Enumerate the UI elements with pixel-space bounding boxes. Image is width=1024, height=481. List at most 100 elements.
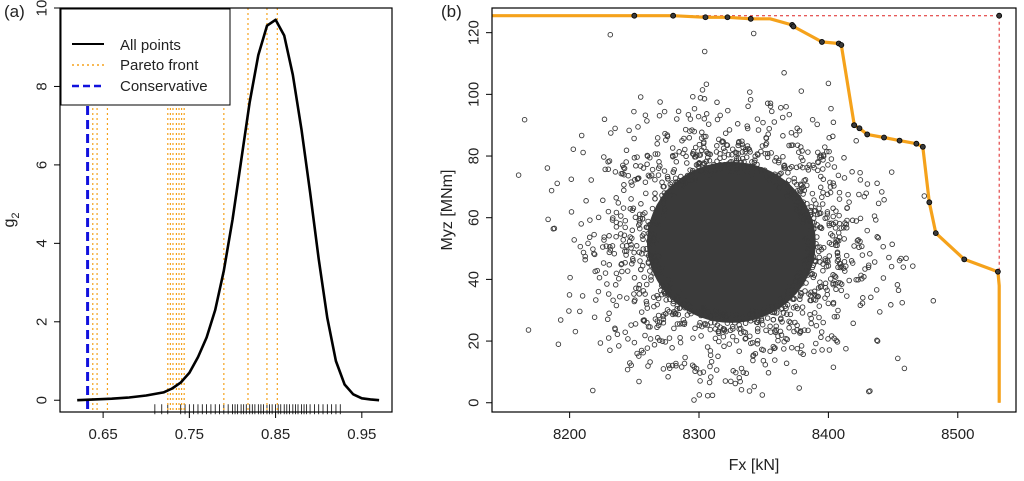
scatter-point <box>628 322 634 328</box>
scatter-point <box>808 204 815 210</box>
scatter-point <box>612 325 618 331</box>
scatter-point <box>586 234 593 241</box>
scatter-point <box>728 378 734 385</box>
scatter-point <box>651 230 658 237</box>
scatter-point <box>896 257 903 264</box>
scatter-point <box>747 96 754 103</box>
scatter-point <box>831 183 837 189</box>
scatter-point <box>705 168 711 175</box>
scatter-point <box>790 296 797 303</box>
scatter-point <box>828 156 835 162</box>
scatter-point <box>702 322 708 328</box>
scatter-point <box>721 154 727 160</box>
scatter-point <box>814 211 821 218</box>
scatter-point <box>832 273 838 279</box>
scatter-point <box>824 211 831 217</box>
scatter-point <box>631 135 637 142</box>
scatter-point <box>781 346 787 352</box>
scatter-point <box>796 149 802 155</box>
scatter-point <box>796 204 803 210</box>
scatter-point <box>808 315 814 322</box>
scatter-point <box>707 151 713 158</box>
scatter-point <box>623 147 630 154</box>
scatter-point <box>811 164 817 171</box>
scatter-point <box>716 330 722 337</box>
scatter-point <box>726 169 733 175</box>
scatter-point <box>627 234 633 240</box>
scatter-point <box>697 378 703 384</box>
scatter-point <box>580 249 587 256</box>
scatter-point <box>865 262 872 268</box>
scatter-point <box>741 159 747 165</box>
scatter-point <box>749 339 756 346</box>
scatter-point <box>813 293 819 299</box>
scatter-point <box>622 217 629 224</box>
pareto-front-line <box>492 14 1001 403</box>
scatter-point <box>747 89 753 95</box>
scatter-point <box>910 263 916 269</box>
scatter-point <box>752 350 759 357</box>
scatter-point <box>801 327 808 333</box>
scatter-point <box>656 319 663 325</box>
pareto-point <box>961 256 968 263</box>
scatter-point <box>644 118 650 124</box>
scatter-point <box>853 276 859 283</box>
scatter-point <box>618 231 624 237</box>
scatter-point <box>613 195 619 201</box>
scatter-point <box>738 330 744 336</box>
scatter-point <box>838 225 844 231</box>
scatter-point <box>844 293 850 299</box>
scatter-point <box>740 314 746 320</box>
scatter-point <box>628 362 634 368</box>
scatter-point <box>629 182 635 188</box>
scatter-point <box>742 320 749 326</box>
scatter-point <box>826 148 832 155</box>
scatter-point <box>689 362 696 368</box>
scatter-point <box>788 196 794 202</box>
scatter-point <box>628 241 634 248</box>
scatter-point <box>790 304 797 311</box>
panel-b-y-tick-label: 40 <box>466 271 483 288</box>
scatter-point <box>631 108 637 115</box>
scatter-point <box>644 152 651 159</box>
scatter-point <box>810 274 817 281</box>
scatter-point <box>849 169 855 175</box>
scatter-point <box>708 374 714 380</box>
scatter-point <box>643 281 650 288</box>
scatter-point <box>630 258 636 264</box>
scatter-point <box>827 276 834 282</box>
scatter-point <box>703 111 710 117</box>
scatter-point <box>602 166 608 173</box>
scatter-point <box>824 215 830 221</box>
scatter-point <box>807 209 814 216</box>
scatter-point <box>645 260 652 266</box>
scatter-point <box>732 380 739 387</box>
scatter-point <box>604 281 610 287</box>
scatter-point <box>793 164 800 171</box>
scatter-point <box>797 296 803 303</box>
scatter-point <box>742 336 748 342</box>
pareto-point <box>747 15 754 22</box>
scatter-point <box>837 264 844 271</box>
scatter-point <box>772 179 778 185</box>
scatter-point <box>764 100 771 107</box>
scatter-point <box>836 234 843 240</box>
scatter-point <box>695 163 701 170</box>
scatter-point <box>664 283 670 289</box>
scatter-point <box>680 300 687 307</box>
scatter-point <box>827 179 833 186</box>
scatter-point <box>733 150 740 156</box>
panel-b-y-tick-label: 100 <box>466 82 483 107</box>
scatter-point <box>659 179 665 186</box>
pareto-point <box>896 137 903 144</box>
scatter-point <box>699 161 706 168</box>
scatter-point <box>826 347 833 353</box>
panel-a-legend: All points Pareto front Conservative <box>60 8 231 106</box>
scatter-point <box>641 274 647 280</box>
scatter-point <box>835 172 842 179</box>
scatter-point <box>811 288 818 295</box>
scatter-point <box>803 280 809 286</box>
scatter-point <box>785 193 791 199</box>
panel-b-ticks: 8200 8300 8400 8500 0 20 40 60 80 100 120 <box>466 20 975 443</box>
scatter-point <box>724 161 731 168</box>
